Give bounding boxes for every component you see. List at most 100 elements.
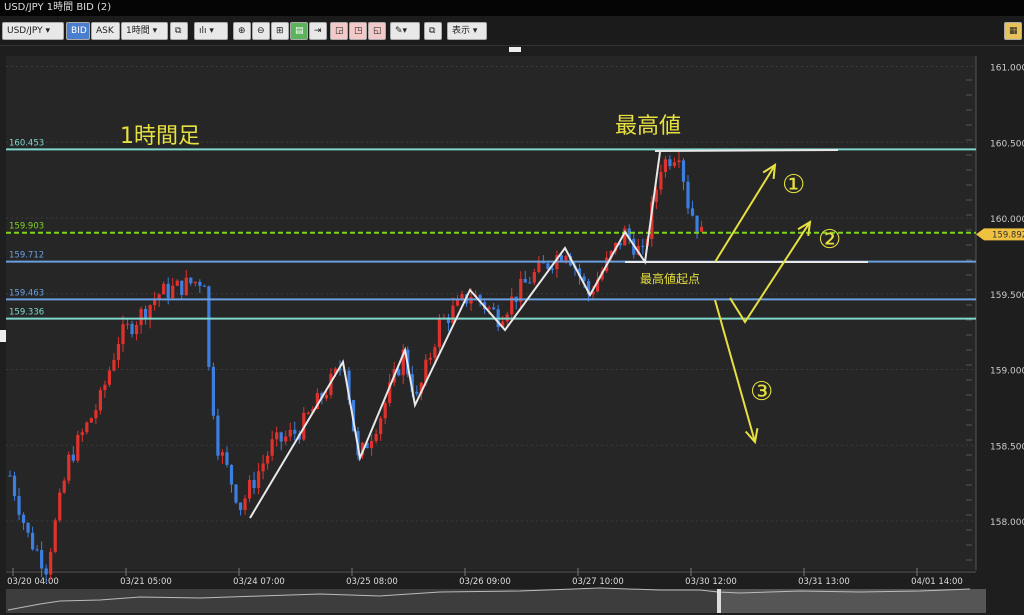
- candle: [98, 390, 102, 411]
- candle: [681, 160, 686, 182]
- candle: [71, 454, 75, 461]
- candle: [659, 171, 663, 190]
- arrow-scenario3: [714, 299, 756, 443]
- candle: [175, 280, 179, 286]
- x-tick-label: 03/25 08:00: [346, 577, 398, 587]
- scroll-icon[interactable]: ▤: [290, 22, 308, 40]
- candle: [324, 394, 328, 399]
- timeframe-select[interactable]: 1時間 ▾: [121, 22, 168, 40]
- candle: [668, 159, 672, 167]
- candle: [333, 368, 338, 374]
- compare-icon[interactable]: ⧉: [424, 22, 442, 40]
- y-tick-label: 159.500: [990, 291, 1024, 301]
- zoom-out-icon[interactable]: ⊖: [252, 22, 270, 40]
- candle: [446, 317, 451, 323]
- candle: [125, 323, 130, 325]
- draw-tool-icon[interactable]: ✎▾: [390, 22, 420, 40]
- candle: [360, 442, 365, 456]
- candle: [193, 281, 197, 284]
- candle: [510, 296, 514, 315]
- candle: [112, 359, 116, 371]
- candle: [139, 308, 143, 326]
- remove-indicator-icon[interactable]: ◱: [368, 22, 386, 40]
- fit-icon[interactable]: ⊞: [271, 22, 289, 40]
- candle: [225, 452, 229, 465]
- candle: [89, 418, 93, 423]
- candle: [284, 436, 288, 442]
- candle: [40, 550, 44, 569]
- arrow-scenario2-head: [797, 220, 812, 237]
- candle: [162, 283, 166, 295]
- candle: [148, 305, 152, 320]
- candle: [103, 384, 107, 391]
- candle: [523, 278, 527, 283]
- candle: [351, 400, 356, 432]
- horizontal-line-label: 159.336: [9, 308, 44, 318]
- candle: [266, 455, 270, 464]
- candle: [609, 251, 613, 258]
- candle: [370, 441, 374, 449]
- candle: [293, 429, 297, 434]
- high-origin-annotation: 最高値起点: [640, 271, 700, 286]
- bar-chart-icon: ılı: [199, 26, 207, 36]
- candle: [650, 201, 654, 239]
- candle: [586, 281, 591, 295]
- zoom-in-icon[interactable]: ⊕: [233, 22, 251, 40]
- layout-icon[interactable]: ▦: [1004, 22, 1022, 40]
- y-tick-label: 160.500: [990, 139, 1024, 149]
- candle: [261, 463, 265, 472]
- jump-latest-icon[interactable]: ⇥: [309, 22, 327, 40]
- scenario1-label: ①: [782, 170, 805, 200]
- high-annotation: 最高値: [615, 114, 681, 139]
- candle: [31, 532, 35, 550]
- candle: [257, 471, 261, 488]
- candle: [663, 159, 667, 172]
- ask-button[interactable]: ASK: [91, 22, 120, 40]
- current-price-label: 159.892: [992, 230, 1024, 240]
- candle: [62, 480, 66, 493]
- x-tick-label: 03/21 05:00: [120, 577, 172, 587]
- candle: [641, 245, 645, 247]
- candle: [315, 393, 319, 410]
- x-tick-label: 04/01 14:00: [911, 577, 963, 587]
- candle: [116, 344, 121, 360]
- candle: [58, 492, 62, 521]
- x-tick-label: 03/26 09:00: [459, 577, 511, 587]
- add-indicator-icon[interactable]: ◲: [330, 22, 348, 40]
- y-tick-label: 158.500: [990, 442, 1024, 452]
- navigator-window: [720, 589, 986, 613]
- candle: [134, 325, 139, 335]
- horizontal-line-label: 159.463: [9, 288, 44, 298]
- candle: [401, 349, 405, 376]
- bid-button[interactable]: BID: [66, 22, 90, 40]
- candle: [428, 357, 432, 360]
- candle: [44, 568, 48, 575]
- candle: [189, 277, 193, 284]
- candle: [238, 502, 243, 511]
- candle: [329, 373, 333, 395]
- candle: [243, 498, 247, 511]
- chart-type-select[interactable]: ılı ▾: [194, 22, 228, 40]
- candle: [690, 208, 695, 216]
- horizontal-line-label: 159.712: [9, 251, 44, 261]
- high-line: [654, 149, 839, 152]
- candle: [424, 359, 428, 383]
- candle: [519, 278, 523, 302]
- candle: [306, 412, 310, 414]
- candle: [184, 277, 188, 296]
- symbol-select[interactable]: USD/JPY ▾: [2, 22, 64, 40]
- candle: [166, 283, 170, 299]
- candle: [53, 520, 57, 552]
- candle: [288, 429, 292, 437]
- candle: [559, 255, 564, 261]
- candle: [26, 522, 30, 533]
- display-menu[interactable]: 表示 ▾: [447, 22, 487, 40]
- horizontal-line-label: 160.453: [9, 138, 44, 148]
- indicator-settings-icon[interactable]: ◳: [349, 22, 367, 40]
- link-icon[interactable]: ⧉: [170, 22, 188, 40]
- timeframe-annotation: 1時間足: [120, 124, 200, 149]
- candle: [451, 305, 455, 323]
- navigator-handle[interactable]: [717, 589, 721, 613]
- candle: [365, 442, 369, 449]
